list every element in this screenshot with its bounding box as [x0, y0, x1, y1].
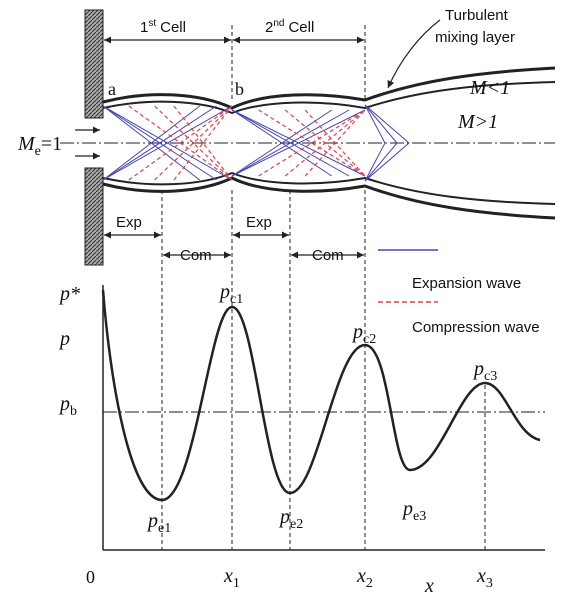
turbulent-label: mixing layer — [435, 29, 515, 46]
nozzle-wall — [84, 167, 104, 266]
phase-label: Exp — [246, 214, 272, 231]
x-tick-label: x3 — [476, 565, 493, 591]
turbulent-label: Turbulent — [445, 7, 509, 24]
label-part: p — [401, 498, 413, 520]
label-part: e3 — [413, 509, 426, 524]
compression-wave — [154, 105, 233, 181]
expansion-wave — [364, 142, 410, 182]
compression-wave — [173, 105, 233, 181]
cell-label: 2nd Cell — [265, 18, 314, 36]
legend-label: Expansion wave — [412, 275, 521, 292]
mach-label: M<1 — [469, 77, 510, 99]
label-part: x — [223, 565, 233, 587]
peak-label: pc2 — [351, 321, 376, 347]
x-tick-label: x2 — [356, 565, 373, 591]
label-part: p — [351, 321, 363, 343]
diagram-shapes — [60, 9, 556, 551]
nozzle-wall — [84, 9, 104, 119]
label-part: e1 — [158, 521, 171, 536]
flow-arrows — [75, 19, 441, 160]
label-part: p — [472, 358, 484, 380]
trough-label: pe2 — [278, 506, 303, 532]
label-part: nd — [273, 18, 284, 29]
expansion-wave — [231, 109, 350, 177]
arrow — [387, 19, 441, 89]
phase-label: Exp — [116, 214, 142, 231]
label-part: =1 — [41, 133, 62, 155]
label-part: c1 — [230, 292, 243, 307]
label-part: M — [17, 133, 36, 155]
mach-exit-label: Me=1 — [17, 133, 62, 159]
label-part: st — [148, 18, 156, 29]
jet-boundary — [102, 66, 556, 220]
label-part: e — [35, 144, 41, 159]
label-part: 2 — [265, 19, 273, 36]
inner-boundary — [102, 81, 556, 115]
span-arrows — [104, 36, 364, 259]
compression-wave — [304, 109, 366, 177]
legend-label: Compression wave — [412, 319, 540, 336]
compression-wave — [154, 105, 233, 181]
expansion-wave — [231, 109, 366, 177]
trough-label: pe3 — [401, 498, 426, 524]
expansion-wave — [102, 105, 233, 181]
phase-label: Com — [312, 247, 344, 264]
label-part: p — [146, 510, 158, 532]
cell-dividers — [161, 25, 486, 550]
point-label: b — [235, 79, 244, 99]
phase-label: Com — [180, 247, 212, 264]
outer-boundary — [102, 176, 556, 220]
peak-label: pc3 — [472, 358, 497, 384]
point-label: a — [108, 79, 116, 99]
compression-wave — [284, 109, 366, 177]
label-part: 2 — [366, 576, 373, 591]
expansion-wave — [364, 142, 386, 182]
outer-boundary — [102, 66, 556, 110]
trough-label: pe1 — [146, 510, 171, 536]
label-part: p — [58, 393, 70, 415]
expansion-wave — [364, 104, 410, 144]
compression-wave — [173, 105, 233, 181]
label-part: p — [278, 506, 290, 528]
label-part: e2 — [290, 517, 303, 532]
label-part: x — [356, 565, 366, 587]
x-tick-label: x1 — [223, 565, 240, 591]
expansion-wave — [364, 104, 398, 144]
x-label: x — [424, 575, 434, 596]
cell-label: 1st Cell — [140, 18, 186, 36]
peak-label: pc1 — [218, 281, 243, 307]
label-part: Cell — [288, 19, 314, 36]
labels: 1st Cell 2nd Cell Turbulent mixing layer a… — [17, 7, 540, 350]
expansion-wave — [364, 142, 398, 182]
expansion-wave — [102, 105, 217, 181]
expansion-wave — [364, 104, 386, 144]
label-part: p — [218, 281, 230, 303]
mach-label: M>1 — [457, 111, 498, 133]
label-part: Cell — [160, 19, 186, 36]
compression-wave — [128, 105, 233, 181]
label-part: 1 — [233, 576, 240, 591]
label-part: b — [70, 404, 77, 419]
y-label: p* — [58, 283, 80, 305]
label-part: 3 — [486, 576, 493, 591]
label-part: 1 — [140, 19, 148, 36]
y-label: pb — [58, 393, 77, 419]
label-part: c3 — [484, 369, 497, 384]
label-part: c2 — [363, 332, 376, 347]
waves — [102, 104, 410, 182]
inner-boundary — [102, 171, 556, 205]
y-label: p — [58, 328, 70, 350]
pressure-curve — [101, 289, 541, 502]
origin-label: 0 — [86, 567, 95, 587]
label-part: x — [476, 565, 486, 587]
